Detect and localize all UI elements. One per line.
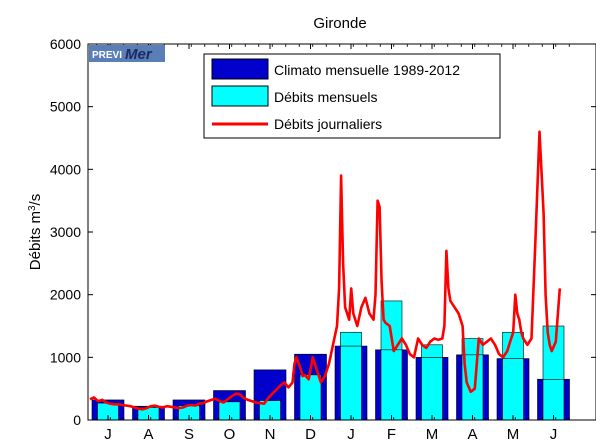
x-tick-label: F xyxy=(387,426,396,443)
legend-label-climato: Climato mensuelle 1989-2012 xyxy=(274,62,460,78)
y-tick-label: 3000 xyxy=(50,224,81,240)
logo-text-a: PREVI xyxy=(92,50,122,61)
y-tick-label: 0 xyxy=(73,412,81,428)
y-tick-label: 6000 xyxy=(50,36,81,52)
x-tick-label: A xyxy=(467,426,477,443)
legend-swatch-mensuels xyxy=(211,85,269,107)
y-tick-label: 1000 xyxy=(50,349,81,365)
plot-area: 0 1000 2000 3000 4000 5000 6000 J A S O N D J F M A M J xyxy=(50,36,596,443)
x-tick-label: J xyxy=(347,426,355,443)
daily-flow-line xyxy=(89,130,562,411)
y-tick-label: 5000 xyxy=(50,99,81,115)
x-tick-label: A xyxy=(143,426,153,443)
mensuel-bar-10 xyxy=(502,331,524,421)
legend-label-mensuels: Débits mensuels xyxy=(274,89,378,105)
mensuel-bar-11 xyxy=(542,325,565,421)
mensuel-bar-6 xyxy=(340,331,362,421)
x-tick-label: M xyxy=(507,426,520,443)
legend: Climato mensuelle 1989-2012 Débits mensu… xyxy=(203,53,501,139)
x-tick-label: S xyxy=(184,426,194,443)
y-axis-label-base: Débits m xyxy=(27,211,44,270)
x-tick-label: N xyxy=(265,426,276,443)
legend-swatch-climato xyxy=(211,58,269,80)
logo-background xyxy=(89,45,165,62)
y-axis-label-unit-end: /s xyxy=(27,194,44,206)
y-axis-label-superscript: 3 xyxy=(27,205,38,211)
x-tick-label: O xyxy=(224,426,236,443)
y-axis-label: Débits m3/s xyxy=(27,194,45,270)
x-tick-label: J xyxy=(550,426,558,443)
chart-title: Gironde xyxy=(313,15,366,32)
y-tick-label: 4000 xyxy=(50,161,81,177)
previmer-logo: PREVI Mer xyxy=(89,45,165,63)
y-axis-ticks: 0 1000 2000 3000 4000 5000 6000 xyxy=(50,36,596,428)
line-layer xyxy=(89,130,562,411)
x-tick-label: D xyxy=(305,426,316,443)
logo-text-b: Mer xyxy=(125,46,153,63)
y-tick-label: 2000 xyxy=(50,287,81,303)
mensuel-bar-5 xyxy=(299,374,322,421)
x-tick-label: J xyxy=(104,426,112,443)
mensuel-bar-8 xyxy=(421,344,443,421)
legend-label-journaliers: Débits journaliers xyxy=(274,116,382,132)
x-tick-label: M xyxy=(426,426,439,443)
